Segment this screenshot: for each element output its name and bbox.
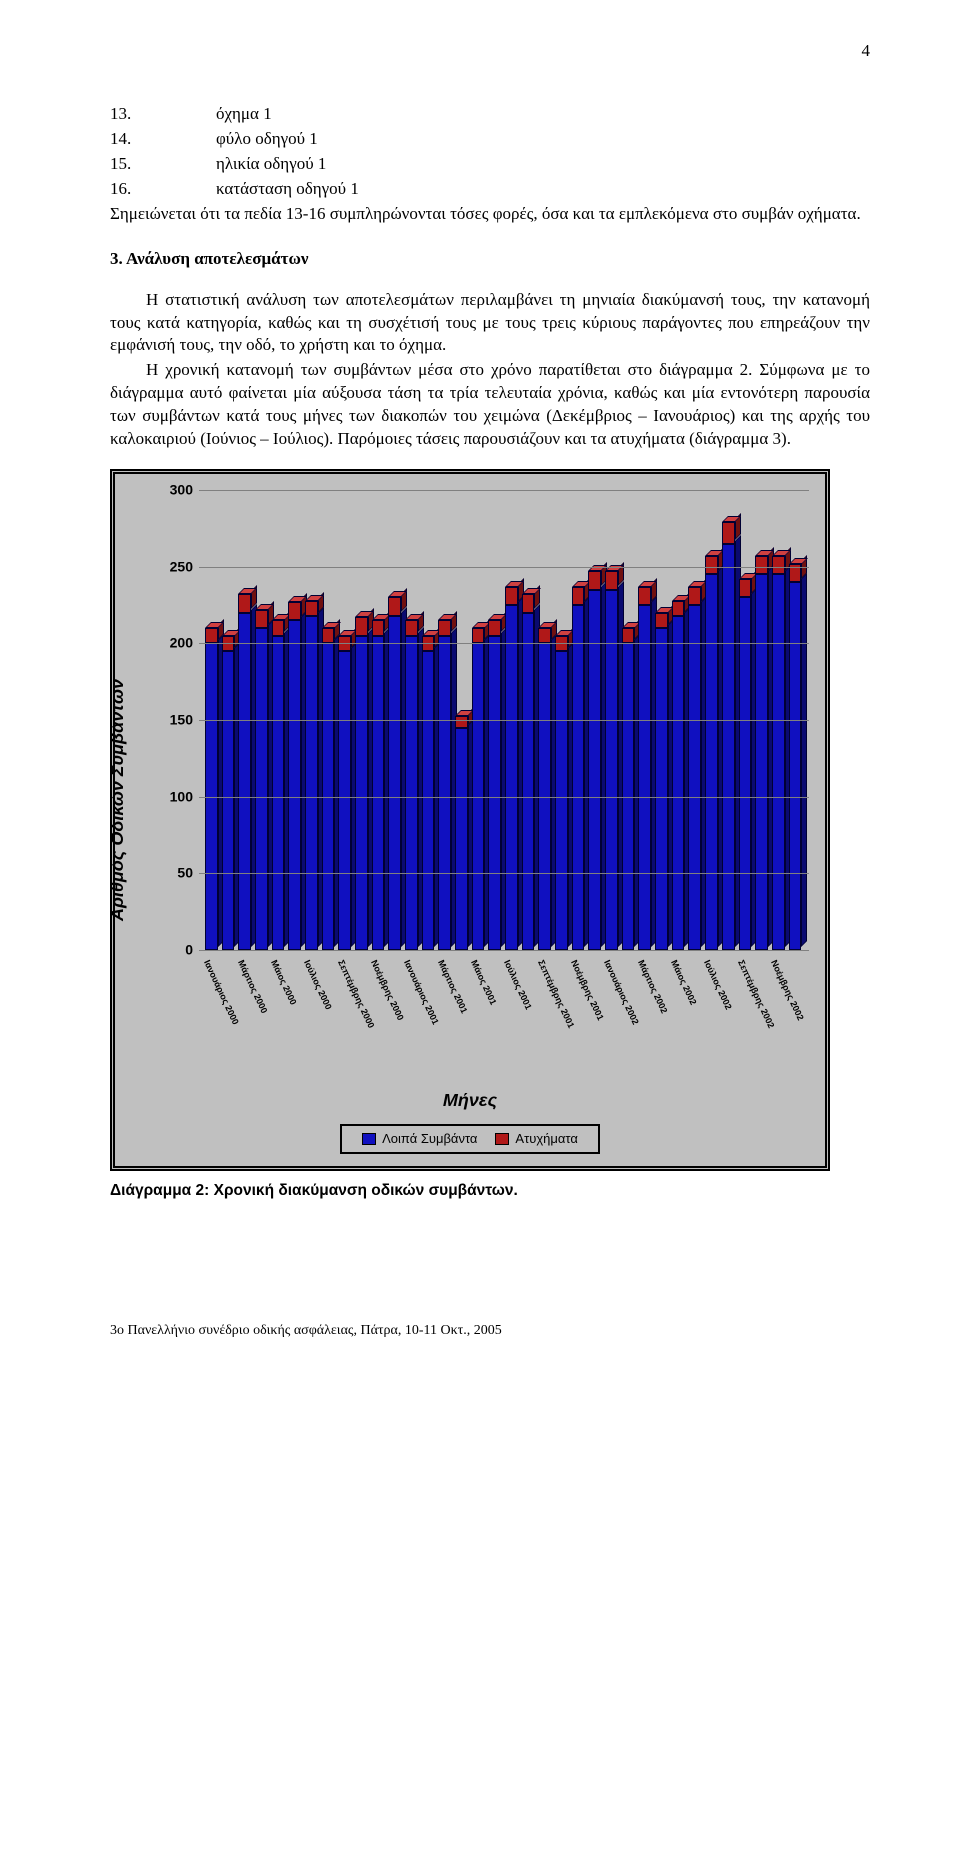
section-title: 3. Ανάλυση αποτελεσμάτων — [110, 248, 870, 271]
y-tick-label: 300 — [153, 481, 193, 500]
y-axis-title: Αριθμός Οδικών Συμβάντων — [105, 679, 129, 921]
y-tick-label: 0 — [153, 941, 193, 960]
list-item: 14.φύλο οδηγού 1 — [110, 128, 870, 151]
x-tick-label: Ιανουάριος 2002 — [605, 950, 620, 1084]
list-item: 13.όχημα 1 — [110, 103, 870, 126]
x-tick-label — [488, 950, 503, 1084]
gridline — [199, 720, 809, 721]
numbered-list: 13.όχημα 114.φύλο οδηγού 115.ηλικία οδηγ… — [110, 103, 870, 226]
legend-swatch-accidents — [495, 1133, 509, 1145]
legend-label-accidents: Ατυχήματα — [515, 1130, 577, 1148]
x-tick-label — [555, 950, 570, 1084]
list-item-label: φύλο οδηγού 1 — [162, 128, 870, 151]
x-tick-label: Μάρτιος 2001 — [438, 950, 453, 1084]
y-tick-label: 200 — [153, 634, 193, 653]
list-item-label: ηλικία οδηγού 1 — [162, 153, 870, 176]
y-tick-label: 50 — [153, 864, 193, 883]
x-tick-label — [222, 950, 237, 1084]
x-tick-label — [722, 950, 737, 1084]
gridline — [199, 567, 809, 568]
x-tick-label: Σεπτέμβρης 2000 — [338, 950, 353, 1084]
x-tick-label — [522, 950, 537, 1084]
x-tick-label: Νοέμβρης 2000 — [372, 950, 387, 1084]
plot-area: 050100150200250300 — [199, 490, 809, 950]
legend: Λοιπά Συμβάντα Ατυχήματα — [340, 1124, 600, 1154]
legend-item-accidents: Ατυχήματα — [495, 1130, 577, 1148]
x-tick-label: Σεπτέμβρης 2002 — [739, 950, 754, 1084]
x-tick-label: Μάρτιος 2002 — [638, 950, 653, 1084]
x-tick-label — [688, 950, 703, 1084]
x-tick-label — [288, 950, 303, 1084]
y-tick-label: 250 — [153, 557, 193, 576]
x-tick-label: Ιανουάριος 2000 — [205, 950, 220, 1084]
list-item-label: κατάσταση οδηγού 1 — [162, 178, 870, 201]
list-item: 15.ηλικία οδηγού 1 — [110, 153, 870, 176]
list-note: Σημειώνεται ότι τα πεδία 13-16 συμπληρών… — [110, 203, 870, 226]
chart-plot: Αριθμός Οδικών Συμβάντων 050100150200250… — [121, 480, 819, 1120]
list-item: 16.κατάσταση οδηγού 1 — [110, 178, 870, 201]
y-tick-label: 150 — [153, 711, 193, 730]
list-item-label: όχημα 1 — [162, 103, 870, 126]
x-tick-label: Νοέμβρης 2001 — [572, 950, 587, 1084]
x-tick-label — [322, 950, 337, 1084]
x-tick-label — [588, 950, 603, 1084]
list-item-number: 14. — [110, 128, 162, 151]
x-tick-label: Ιούλιος 2001 — [505, 950, 520, 1084]
body-paragraph: Η χρονική κατανομή των συμβάντων μέσα στ… — [110, 359, 870, 451]
x-tick-label: Μάιος 2002 — [672, 950, 687, 1084]
x-tick-label — [755, 950, 770, 1084]
chart-frame: Αριθμός Οδικών Συμβάντων 050100150200250… — [110, 469, 830, 1171]
legend-label-other: Λοιπά Συμβάντα — [382, 1130, 477, 1148]
gridline — [199, 873, 809, 874]
x-tick-label — [355, 950, 370, 1084]
legend-swatch-other — [362, 1133, 376, 1145]
body-paragraph: Η στατιστική ανάλυση των αποτελεσμάτων π… — [110, 289, 870, 358]
x-tick-label — [422, 950, 437, 1084]
x-tick-label: Νοέμβρης 2002 — [772, 950, 787, 1084]
x-tick-label: Μάιος 2001 — [472, 950, 487, 1084]
x-tick-label: Σεπτέμβρης 2001 — [538, 950, 553, 1084]
x-tick-label: Ιανουάριος 2001 — [405, 950, 420, 1084]
gridline — [199, 643, 809, 644]
gridline — [199, 490, 809, 491]
chart-caption: Διάγραμμα 2: Χρονική διακύμανση οδικών σ… — [110, 1181, 870, 1202]
gridline — [199, 797, 809, 798]
x-labels: Ιανουάριος 2000 Μάρτιος 2000 Μάιος 2000 Ιού… — [199, 950, 809, 1084]
x-tick-label — [455, 950, 470, 1084]
y-tick-label: 100 — [153, 787, 193, 806]
x-tick-label — [622, 950, 637, 1084]
page-number: 4 — [110, 40, 870, 63]
x-tick-label: Ιούλιος 2000 — [305, 950, 320, 1084]
list-item-number: 15. — [110, 153, 162, 176]
x-tick-label: Ιούλιος 2002 — [705, 950, 720, 1084]
list-item-number: 13. — [110, 103, 162, 126]
list-item-number: 16. — [110, 178, 162, 201]
x-tick-label — [255, 950, 270, 1084]
legend-item-other: Λοιπά Συμβάντα — [362, 1130, 477, 1148]
x-tick-label: Μάρτιος 2000 — [238, 950, 253, 1084]
x-tick-label — [655, 950, 670, 1084]
page-footer: 3ο Πανελλήνιο συνέδριο οδικής ασφάλειας,… — [110, 1322, 870, 1341]
x-tick-label — [388, 950, 403, 1084]
x-axis-title: Μήνες — [121, 1088, 819, 1112]
x-tick-label — [789, 950, 804, 1084]
x-tick-label: Μάιος 2000 — [272, 950, 287, 1084]
